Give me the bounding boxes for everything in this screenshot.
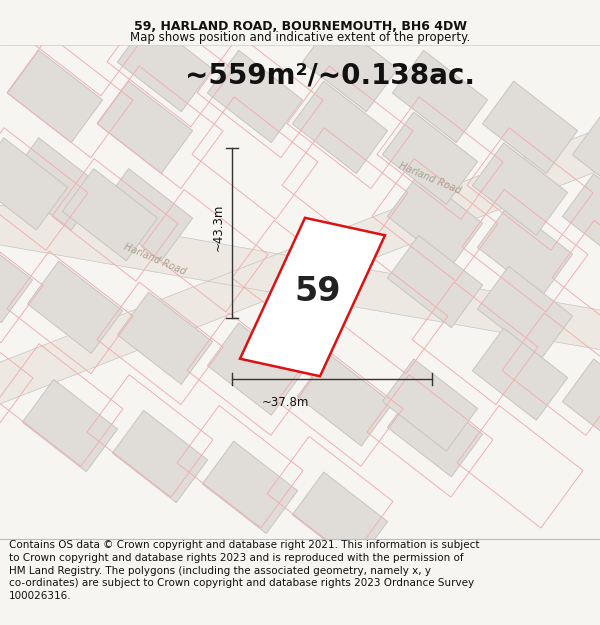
Polygon shape xyxy=(118,292,212,384)
Polygon shape xyxy=(478,204,572,297)
Polygon shape xyxy=(392,50,488,142)
Polygon shape xyxy=(382,112,478,204)
Polygon shape xyxy=(0,119,600,413)
Polygon shape xyxy=(482,81,578,173)
Text: Contains OS data © Crown copyright and database right 2021. This information is : Contains OS data © Crown copyright and d… xyxy=(9,540,479,601)
Polygon shape xyxy=(28,261,122,353)
Polygon shape xyxy=(0,231,32,322)
Polygon shape xyxy=(382,359,478,451)
Polygon shape xyxy=(472,143,568,235)
Polygon shape xyxy=(388,236,482,328)
Polygon shape xyxy=(0,138,68,230)
Text: 59, HARLAND ROAD, BOURNEMOUTH, BH6 4DW: 59, HARLAND ROAD, BOURNEMOUTH, BH6 4DW xyxy=(133,21,467,33)
Polygon shape xyxy=(97,169,193,261)
Text: 59: 59 xyxy=(294,276,341,308)
Polygon shape xyxy=(562,359,600,451)
Polygon shape xyxy=(292,81,388,173)
Text: Harland Road: Harland Road xyxy=(397,161,463,196)
Polygon shape xyxy=(0,201,600,354)
Polygon shape xyxy=(298,354,392,446)
Text: Harland Road: Harland Road xyxy=(122,241,188,277)
Polygon shape xyxy=(22,379,118,472)
Polygon shape xyxy=(112,411,208,502)
Polygon shape xyxy=(7,50,103,142)
Polygon shape xyxy=(7,138,103,230)
Polygon shape xyxy=(118,19,212,112)
Polygon shape xyxy=(572,112,600,204)
Text: ~559m²/~0.138ac.: ~559m²/~0.138ac. xyxy=(185,62,475,90)
Polygon shape xyxy=(208,323,302,415)
Polygon shape xyxy=(97,81,193,173)
Polygon shape xyxy=(62,169,158,261)
Polygon shape xyxy=(208,50,302,142)
Polygon shape xyxy=(472,328,568,420)
Polygon shape xyxy=(202,441,298,534)
Text: ~43.3m: ~43.3m xyxy=(212,204,224,251)
Polygon shape xyxy=(388,174,482,266)
Text: Map shows position and indicative extent of the property.: Map shows position and indicative extent… xyxy=(130,31,470,44)
Text: ~37.8m: ~37.8m xyxy=(262,396,310,409)
Polygon shape xyxy=(302,19,398,112)
Polygon shape xyxy=(240,217,385,376)
Polygon shape xyxy=(562,174,600,266)
Polygon shape xyxy=(478,266,572,359)
Polygon shape xyxy=(292,472,388,564)
Polygon shape xyxy=(388,384,482,477)
